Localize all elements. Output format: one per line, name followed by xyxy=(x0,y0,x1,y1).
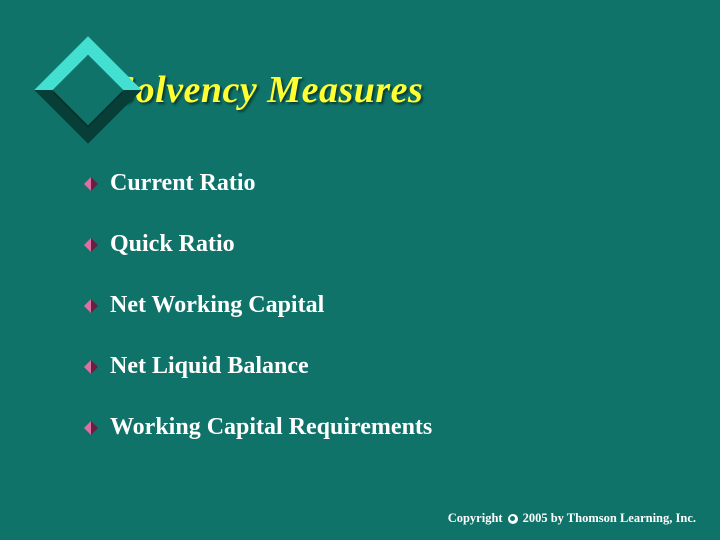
list-item: Net Liquid Balance xyxy=(84,353,432,380)
diamond-bullet-icon xyxy=(84,238,98,252)
list-item: Net Working Capital xyxy=(84,292,432,319)
bullet-label: Working Capital Requirements xyxy=(110,414,432,441)
copyright-footer: Copyright 2005 by Thomson Learning, Inc. xyxy=(448,511,696,526)
list-item: Quick Ratio xyxy=(84,231,432,258)
bullet-list: Current Ratio Quick Ratio Net Working Ca… xyxy=(84,170,432,475)
copyright-mark-icon xyxy=(508,514,518,524)
title-row: Solvency Measures xyxy=(34,36,423,144)
title-diamond-icon xyxy=(34,36,142,144)
copyright-prefix: Copyright xyxy=(448,511,503,526)
diamond-bullet-icon xyxy=(84,360,98,374)
list-item: Working Capital Requirements xyxy=(84,414,432,441)
diamond-bullet-icon xyxy=(84,299,98,313)
bullet-label: Net Liquid Balance xyxy=(110,353,309,380)
bullet-label: Net Working Capital xyxy=(110,292,324,319)
slide-title: Solvency Measures xyxy=(114,68,423,112)
bullet-label: Quick Ratio xyxy=(110,231,235,258)
list-item: Current Ratio xyxy=(84,170,432,197)
diamond-bullet-icon xyxy=(84,421,98,435)
bullet-label: Current Ratio xyxy=(110,170,256,197)
diamond-bullet-icon xyxy=(84,177,98,191)
copyright-suffix: 2005 by Thomson Learning, Inc. xyxy=(523,511,696,526)
